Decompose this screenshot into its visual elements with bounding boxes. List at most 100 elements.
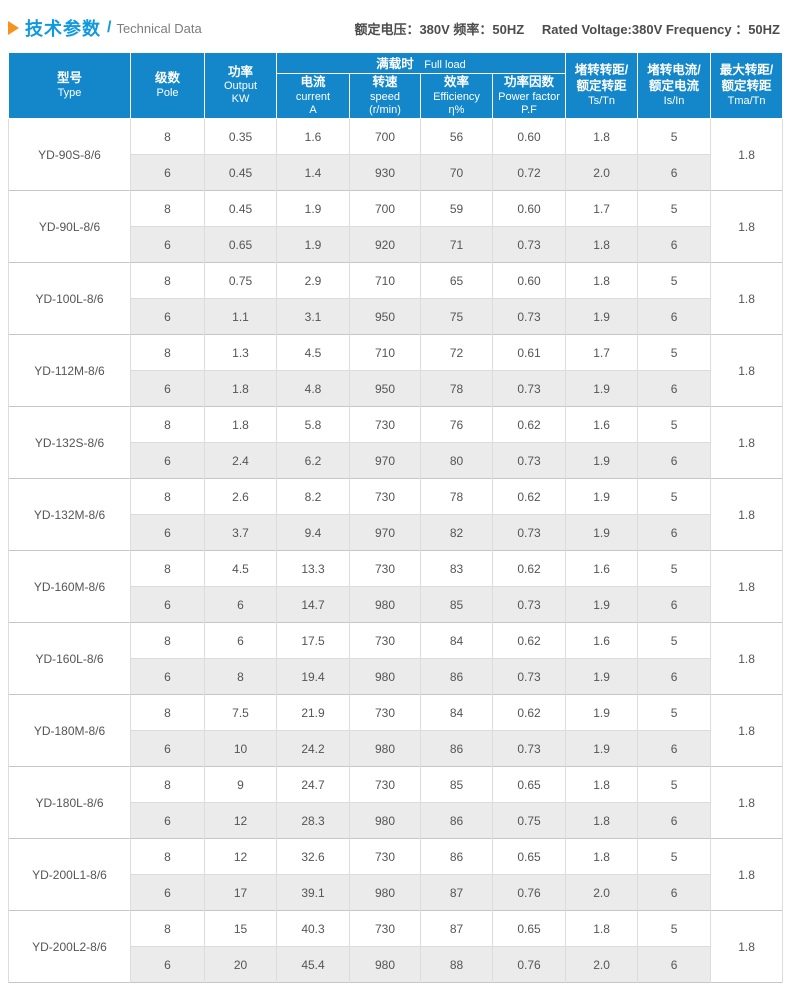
cell-output: 8 [204, 658, 277, 695]
cell-tmax: 1.8 [710, 766, 784, 839]
cell-output: 4.5 [204, 550, 277, 587]
cell-pole: 8 [130, 406, 205, 443]
cell-efficiency: 86 [420, 802, 493, 839]
cell-pf: 0.65 [491, 766, 567, 803]
cell-speed: 980 [349, 730, 421, 767]
table-row: 6 2.4 6.2 970 80 0.73 1.9 6 [9, 442, 783, 479]
cell-pf: 0.76 [491, 946, 567, 983]
th-tmax-unit: Tma/Tn [727, 94, 766, 107]
cell-tmax: 1.8 [710, 334, 784, 407]
cell-ts: 1.9 [565, 694, 639, 731]
cell-ts: 1.8 [565, 802, 639, 839]
th-output: 功率 Output KW [204, 52, 277, 119]
table-row: 6 0.65 1.9 920 71 0.73 1.8 6 [9, 226, 783, 263]
cell-efficiency: 71 [420, 226, 493, 263]
cell-output: 1.8 [204, 370, 277, 407]
cell-efficiency: 76 [420, 406, 493, 443]
th-is-zh2: 额定电流 [649, 78, 700, 93]
page-title-zh: 技术参数 [25, 19, 101, 39]
th-tmax-zh1: 最大转距/ [719, 63, 774, 78]
th-current-en: current [295, 90, 331, 103]
cell-pf: 0.73 [491, 226, 567, 263]
table-row: YD-132M-8/6 8 2.6 8.2 730 78 0.62 1.9 5 1.8 [8, 478, 784, 551]
th-output-zh: 功率 [227, 64, 253, 79]
th-pole-en: Pole [156, 86, 179, 99]
cell-ts: 2.0 [565, 154, 639, 191]
th-type-zh: 型号 [56, 71, 82, 86]
cell-output: 2.4 [204, 442, 277, 479]
cell-ts: 1.9 [565, 658, 639, 695]
th-speed-unit: (r/min) [369, 103, 401, 116]
cell-tmax: 1.8 [710, 190, 784, 263]
cell-pf: 0.72 [491, 154, 567, 191]
th-is-zh1: 堵转电流/ [647, 63, 701, 78]
cell-tmax: 1.8 [710, 838, 784, 911]
cell-current: 45.4 [276, 946, 350, 983]
rating-info: 额定电压：380V 频率：50HZ Rated Voltage:380V Fre… [354, 19, 780, 38]
cell-pf: 0.65 [491, 910, 567, 947]
table-row: YD-112M-8/6 8 1.3 4.5 710 72 0.61 1.7 5 1.8 [8, 334, 784, 407]
cell-ts: 1.6 [565, 550, 639, 587]
table-row: 6 20 45.4 980 88 0.76 2.0 6 [9, 946, 783, 983]
th-pole-zh: 级数 [154, 71, 180, 86]
cell-isin: 5 [637, 262, 712, 299]
cell-speed: 730 [349, 550, 421, 587]
cell-output: 7.5 [204, 694, 277, 731]
cell-pole: 8 [130, 334, 205, 371]
cell-output: 17 [204, 874, 277, 911]
cell-pole: 6 [130, 730, 205, 767]
cell-isin: 5 [637, 766, 712, 803]
cell-output: 0.75 [204, 262, 277, 299]
cell-current: 17.5 [276, 622, 350, 659]
cell-output: 6 [204, 622, 277, 659]
th-efficiency: 效率 Efficiency η% [420, 73, 493, 119]
table-row: 6 8 19.4 980 86 0.73 1.9 6 [9, 658, 783, 695]
cell-speed: 980 [349, 586, 421, 623]
cell-output: 0.45 [204, 154, 277, 191]
table-row: YD-180L-8/6 8 9 24.7 730 85 0.65 1.8 5 1.8 [8, 766, 784, 839]
model-type-cell: YD-200L2-8/6 [8, 910, 131, 983]
th-is-unit: Is/In [663, 94, 685, 107]
cell-pf: 0.62 [491, 622, 567, 659]
cell-ts: 1.9 [565, 478, 639, 515]
cell-output: 12 [204, 838, 277, 875]
cell-ts: 1.6 [565, 622, 639, 659]
cell-current: 39.1 [276, 874, 350, 911]
cell-efficiency: 59 [420, 190, 493, 227]
cell-tmax: 1.8 [710, 406, 784, 479]
cell-speed: 950 [349, 370, 421, 407]
model-type-cell: YD-90S-8/6 [8, 118, 131, 191]
cell-ts: 1.9 [565, 370, 639, 407]
th-ts-zh2: 额定转距 [576, 78, 627, 93]
th-efficiency-unit: η% [448, 103, 465, 116]
th-full-load-zh: 满载时 [376, 57, 414, 71]
th-full-load-en: Full load [424, 59, 466, 71]
cell-ts: 1.8 [565, 262, 639, 299]
arrow-right-icon [8, 21, 19, 35]
table-row: 6 3.7 9.4 970 82 0.73 1.9 6 [9, 514, 783, 551]
cell-speed: 730 [349, 622, 421, 659]
cell-ts: 1.6 [565, 406, 639, 443]
th-is-in: 堵转电流/ 额定电流 Is/In [637, 52, 712, 119]
cell-speed: 730 [349, 406, 421, 443]
cell-pf: 0.62 [491, 478, 567, 515]
cell-efficiency: 80 [420, 442, 493, 479]
th-ts-zh1: 堵转转距/ [574, 63, 629, 78]
cell-efficiency: 83 [420, 550, 493, 587]
cell-current: 24.7 [276, 766, 350, 803]
th-pf-zh: 功率因数 [504, 75, 555, 89]
table-row: 6 17 39.1 980 87 0.76 2.0 6 [9, 874, 783, 911]
cell-current: 40.3 [276, 910, 350, 947]
cell-speed: 730 [349, 694, 421, 731]
cell-pole: 8 [130, 478, 205, 515]
th-type: 型号 Type [8, 52, 131, 119]
cell-pf: 0.73 [491, 586, 567, 623]
cell-output: 6 [204, 586, 277, 623]
cell-output: 1.8 [204, 406, 277, 443]
th-tmax-zh2: 额定转距 [721, 78, 772, 93]
th-efficiency-en: Efficiency [433, 90, 480, 103]
cell-isin: 6 [637, 946, 712, 983]
table-row: YD-180M-8/6 8 7.5 21.9 730 84 0.62 1.9 5 1.8 [8, 694, 784, 767]
cell-efficiency: 84 [420, 694, 493, 731]
table-row: 6 12 28.3 980 86 0.75 1.8 6 [9, 802, 783, 839]
